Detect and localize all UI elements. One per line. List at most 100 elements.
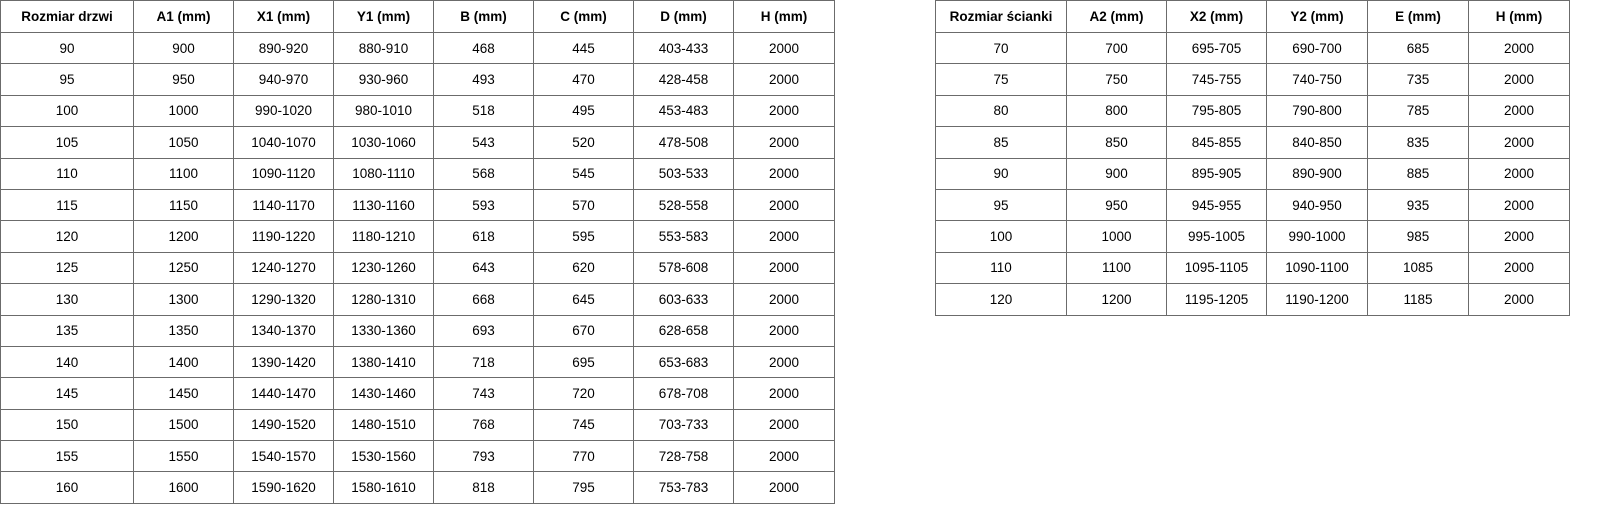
table-cell: 1090-1120	[233, 157, 334, 190]
table-row: 150 1500 1490-1520 1480-1510 768 745 703-733 20…	[0, 408, 835, 442]
table-cell: 495	[533, 94, 634, 128]
table-cell: 900	[133, 31, 234, 65]
table-cell: 2000	[1468, 251, 1570, 285]
table-cell: 468	[433, 31, 534, 65]
table-cell: 800	[1066, 94, 1167, 128]
table-cell: 70	[935, 31, 1067, 65]
table-cell: 2000	[733, 314, 835, 347]
table-cell: 1200	[133, 220, 234, 253]
table-cell: 1190-1220	[233, 220, 334, 253]
column-header: X1 (mm)	[233, 0, 334, 33]
table-cell: 740-750	[1266, 63, 1368, 96]
column-header: X2 (mm)	[1166, 0, 1267, 33]
table-cell: 90	[935, 157, 1067, 190]
table-cell: 85	[935, 126, 1067, 159]
table-cell: 80	[935, 94, 1067, 128]
table-cell: 985	[1367, 220, 1469, 253]
table-cell: 1040-1070	[233, 126, 334, 159]
table-cell: 2000	[1468, 126, 1570, 159]
table-cell: 768	[433, 408, 534, 442]
table-cell: 1050	[133, 126, 234, 159]
table-cell: 110	[0, 157, 134, 190]
column-header: A1 (mm)	[133, 0, 234, 33]
table-cell: 895-905	[1166, 157, 1267, 190]
table-cell: 100	[935, 220, 1067, 253]
column-header: Y1 (mm)	[333, 0, 434, 33]
table-cell: 95	[0, 63, 134, 96]
table-cell: 2000	[733, 188, 835, 222]
table-row: 95 950 945-955 940-950 935 2000	[935, 188, 1570, 222]
table-header-row: Rozmiar drzwi A1 (mm) X1 (mm) Y1 (mm) B (mm)…	[0, 0, 835, 33]
table-cell: 120	[0, 220, 134, 253]
table-cell: 1440-1470	[233, 377, 334, 410]
table-cell: 1100	[133, 157, 234, 190]
table-row: 75 750 745-755 740-750 735 2000	[935, 63, 1570, 96]
table-cell: 693	[433, 314, 534, 347]
column-header: Rozmiar ścianki	[935, 0, 1067, 33]
table-cell: 1030-1060	[333, 126, 434, 159]
table-row: 100 1000 995-1005 990-1000 985 2000	[935, 220, 1570, 253]
table-cell: 1080-1110	[333, 157, 434, 190]
table-cell: 1180-1210	[333, 220, 434, 253]
table-cell: 2000	[733, 408, 835, 442]
table-cell: 990-1020	[233, 94, 334, 128]
table-cell: 690-700	[1266, 31, 1368, 65]
table-cell: 745	[533, 408, 634, 442]
table-cell: 470	[533, 63, 634, 96]
table-cell: 543	[433, 126, 534, 159]
table-cell: 1330-1360	[333, 314, 434, 347]
table-cell: 653-683	[633, 345, 734, 379]
table-cell: 990-1000	[1266, 220, 1368, 253]
table-cell: 668	[433, 283, 534, 316]
table-cell: 90	[0, 31, 134, 65]
column-header: H (mm)	[733, 0, 835, 33]
table-row: 130 1300 1290-1320 1280-1310 668 645 603-633 20…	[0, 283, 835, 316]
table-cell: 795-805	[1166, 94, 1267, 128]
table-row: 145 1450 1440-1470 1430-1460 743 720 678-708 20…	[0, 377, 835, 410]
table-cell: 2000	[733, 63, 835, 96]
table-cell: 743	[433, 377, 534, 410]
table-cell: 115	[0, 188, 134, 222]
table-cell: 620	[533, 251, 634, 285]
table-cell: 1430-1460	[333, 377, 434, 410]
table-cell: 135	[0, 314, 134, 347]
table-cell: 1300	[133, 283, 234, 316]
table-cell: 795	[533, 471, 634, 504]
table-cell: 900	[1066, 157, 1167, 190]
table-cell: 720	[533, 377, 634, 410]
table-cell: 493	[433, 63, 534, 96]
table-cell: 1100	[1066, 251, 1167, 285]
table-cell: 2000	[733, 94, 835, 128]
table-cell: 785	[1367, 94, 1469, 128]
table-cell: 1400	[133, 345, 234, 379]
table-cell: 553-583	[633, 220, 734, 253]
table-cell: 1250	[133, 251, 234, 285]
table-cell: 1350	[133, 314, 234, 347]
table-cell: 2000	[733, 471, 835, 504]
table-cell: 160	[0, 471, 134, 504]
table-cell: 2000	[733, 377, 835, 410]
table-cell: 728-758	[633, 440, 734, 473]
table-cell: 685	[1367, 31, 1469, 65]
table-cell: 2000	[733, 157, 835, 190]
table-cell: 1230-1260	[333, 251, 434, 285]
table-cell: 1240-1270	[233, 251, 334, 285]
table-cell: 578-608	[633, 251, 734, 285]
table-cell: 1085	[1367, 251, 1469, 285]
column-header: Rozmiar drzwi	[0, 0, 134, 33]
table-row: 160 1600 1590-1620 1580-1610 818 795 753-783 20…	[0, 471, 835, 504]
table-row: 105 1050 1040-1070 1030-1060 543 520 478-508 20…	[0, 126, 835, 159]
table-cell: 1600	[133, 471, 234, 504]
table-cell: 155	[0, 440, 134, 473]
table-row: 135 1350 1340-1370 1330-1360 693 670 628-658 20…	[0, 314, 835, 347]
table-cell: 735	[1367, 63, 1469, 96]
table-cell: 2000	[1468, 220, 1570, 253]
column-header: D (mm)	[633, 0, 734, 33]
column-header: C (mm)	[533, 0, 634, 33]
table-cell: 670	[533, 314, 634, 347]
table-cell: 150	[0, 408, 134, 442]
column-header: E (mm)	[1367, 0, 1469, 33]
table-cell: 678-708	[633, 377, 734, 410]
table-cell: 2000	[1468, 63, 1570, 96]
table-cell: 1150	[133, 188, 234, 222]
